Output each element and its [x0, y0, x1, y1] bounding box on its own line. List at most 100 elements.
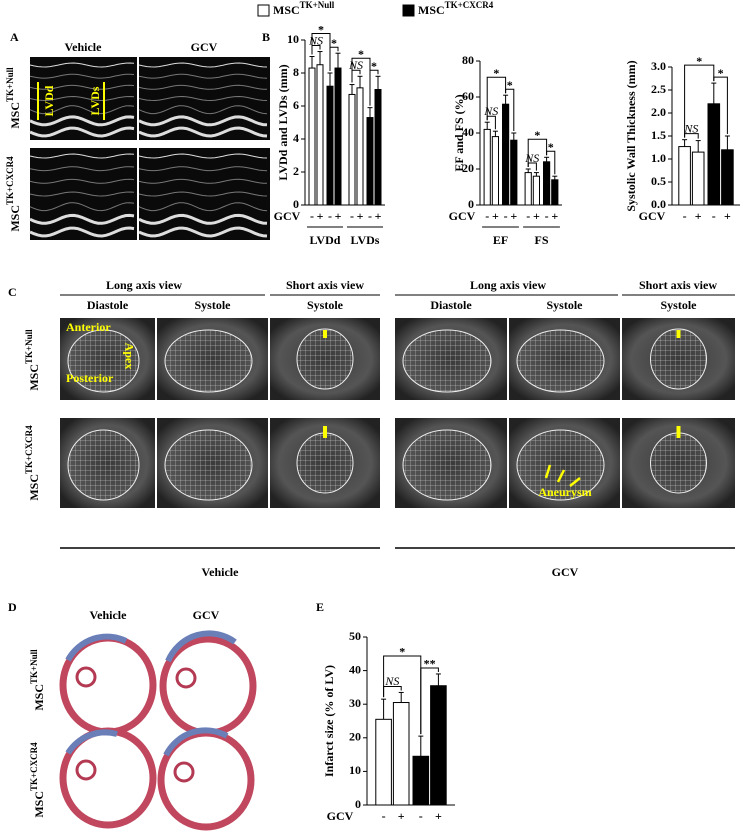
echo-line [29, 105, 135, 115]
significance-label: * [718, 66, 724, 80]
y-axis-label: Systolic Wall Thickness (mm) [624, 60, 638, 211]
treatment-label: - [526, 209, 530, 223]
treatment-label: + [492, 209, 499, 223]
arrow [556, 469, 566, 483]
panel-label: B [262, 30, 270, 44]
group-label: MSCTK+Null [5, 67, 22, 129]
cavity-rim [75, 759, 97, 781]
group-label: LVDd [310, 233, 341, 247]
phase-label: Systole [661, 298, 698, 312]
treatment-label: - [350, 209, 354, 223]
treatment-label: - [310, 209, 314, 223]
bar [374, 89, 382, 206]
tracking-grid [402, 329, 492, 393]
bar [316, 64, 324, 206]
significance-bracket [369, 69, 379, 106]
treatment-label: - [485, 209, 489, 223]
significance-bracket [684, 133, 699, 139]
significance-bracket [486, 115, 496, 130]
echo-line [29, 115, 135, 127]
significance-bracket [486, 76, 507, 121]
y-tick-label: 3.0 [651, 59, 666, 73]
legend-swatch [402, 4, 415, 17]
bar [375, 718, 392, 806]
y-axis-label: EF and FS (%) [452, 94, 466, 171]
infarct-area [163, 727, 229, 757]
group-label: FS [534, 233, 548, 247]
bar [366, 117, 374, 206]
annotation: Apex [122, 343, 136, 370]
echo-line [138, 84, 268, 90]
phase-label: Systole [195, 298, 232, 312]
column-label: GCV [191, 40, 218, 54]
heart-section [159, 635, 257, 737]
significance-label: * [534, 128, 540, 142]
bar [707, 103, 721, 206]
label-sup: TK+CXCR4 [29, 742, 39, 791]
wall-marker [676, 330, 681, 338]
cavity-rim [173, 761, 195, 783]
column-label: Vehicle [65, 40, 103, 54]
label-main: MSC [8, 205, 22, 232]
echo-line [138, 105, 268, 115]
bar [348, 93, 356, 206]
y-tick-label: 60 [462, 89, 474, 103]
significance-label: ** [424, 657, 436, 671]
y-tick-label: 0 [468, 197, 474, 211]
phase-label: Diastole [87, 298, 129, 312]
group-label: MSCTK+Null [29, 649, 46, 711]
bar [356, 87, 364, 206]
treatment-label: + [695, 209, 702, 223]
significance-bracket [311, 45, 321, 55]
significance-label: NS [348, 58, 363, 72]
label-main: MSC [273, 3, 300, 17]
bar [510, 139, 518, 206]
echo-line [29, 73, 135, 79]
treatment-label: + [317, 209, 324, 223]
group-label: MSCTK+Null [24, 329, 41, 391]
treatment-label: + [435, 809, 442, 823]
y-tick-label: 1.5 [651, 128, 666, 142]
echo-image [139, 148, 270, 240]
echo-line [29, 226, 135, 238]
y-tick-label: 0 [355, 797, 361, 811]
echo-line [29, 191, 135, 197]
y-tick-label: 4 [293, 131, 299, 145]
significance-label: * [696, 54, 702, 68]
echo-line [29, 95, 135, 102]
panel-label: C [8, 285, 17, 299]
significance-label: * [507, 78, 513, 92]
treatment-label: + [724, 209, 731, 223]
group-label: MSCTK+CXCR4 [24, 425, 41, 501]
bar [721, 149, 734, 206]
echo-line [29, 213, 135, 225]
label-main: MSC [32, 684, 46, 711]
bar [678, 146, 691, 206]
y-tick-label: 0 [293, 197, 299, 211]
column-label: GCV [193, 608, 220, 622]
significance-label: * [358, 47, 364, 61]
cavity-rim [75, 666, 97, 688]
significance-bracket [546, 150, 556, 175]
echo-line [138, 226, 268, 238]
arrow [544, 464, 552, 479]
y-tick-label: 2.0 [651, 105, 666, 119]
label-main: MSC [27, 364, 41, 391]
label-sup: TK+CXCR4 [5, 156, 15, 205]
bar [334, 67, 342, 206]
y-axis-label: Infarct size (% of LV) [322, 665, 336, 777]
significance-bracket [329, 46, 339, 71]
group-label: GCV [552, 565, 579, 579]
panel-label: D [8, 600, 17, 614]
echo-line [138, 115, 268, 127]
y-tick-label: 8 [293, 65, 299, 79]
bar [532, 175, 540, 206]
treatment-label: - [368, 209, 372, 223]
annotation: Aneurysm [538, 485, 591, 499]
bar [430, 685, 447, 806]
significance-label: NS [308, 33, 323, 47]
group-label: MSCTK+CXCR4 [29, 742, 46, 818]
y-tick-label: 0.5 [651, 174, 666, 188]
significance-label: NS [483, 104, 498, 118]
treatment-label: - [419, 809, 423, 823]
